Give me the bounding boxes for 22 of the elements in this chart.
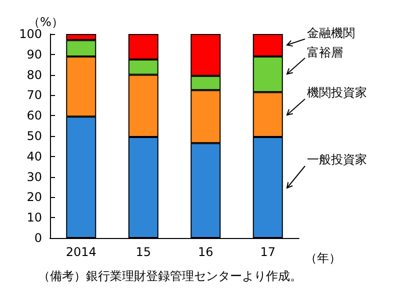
x-tick-label: 15	[136, 245, 152, 259]
y-tick-label: 80	[26, 68, 42, 82]
text: 一般投資家	[306, 152, 367, 167]
x-tick-label: 16	[198, 245, 214, 259]
x-tick-label: 17	[260, 245, 276, 259]
y-tick-label: 10	[26, 210, 42, 225]
legend-label: 富裕層	[306, 45, 343, 60]
y-tick-label: 40	[26, 149, 42, 164]
y-tick-label: 100	[19, 27, 42, 41]
x-axis-title: （年）	[305, 251, 341, 265]
y-tick-label: 70	[26, 88, 42, 102]
y-tick-label: 60	[26, 108, 42, 123]
legend-label: 機関投資家	[306, 86, 367, 100]
text: 金融機関	[306, 26, 355, 40]
y-tick-label: 20	[26, 190, 42, 204]
y-tick-label: 50	[26, 129, 42, 143]
y-tick-label: 30	[26, 170, 42, 184]
y-tick-label: 90	[26, 47, 42, 62]
y-tick-label: 0	[34, 231, 42, 245]
x-tick-label: 2014	[66, 245, 96, 259]
y-axis-title: （%）	[28, 15, 64, 29]
text: （備考）銀行業理財登録管理センターより作成。	[38, 269, 302, 283]
